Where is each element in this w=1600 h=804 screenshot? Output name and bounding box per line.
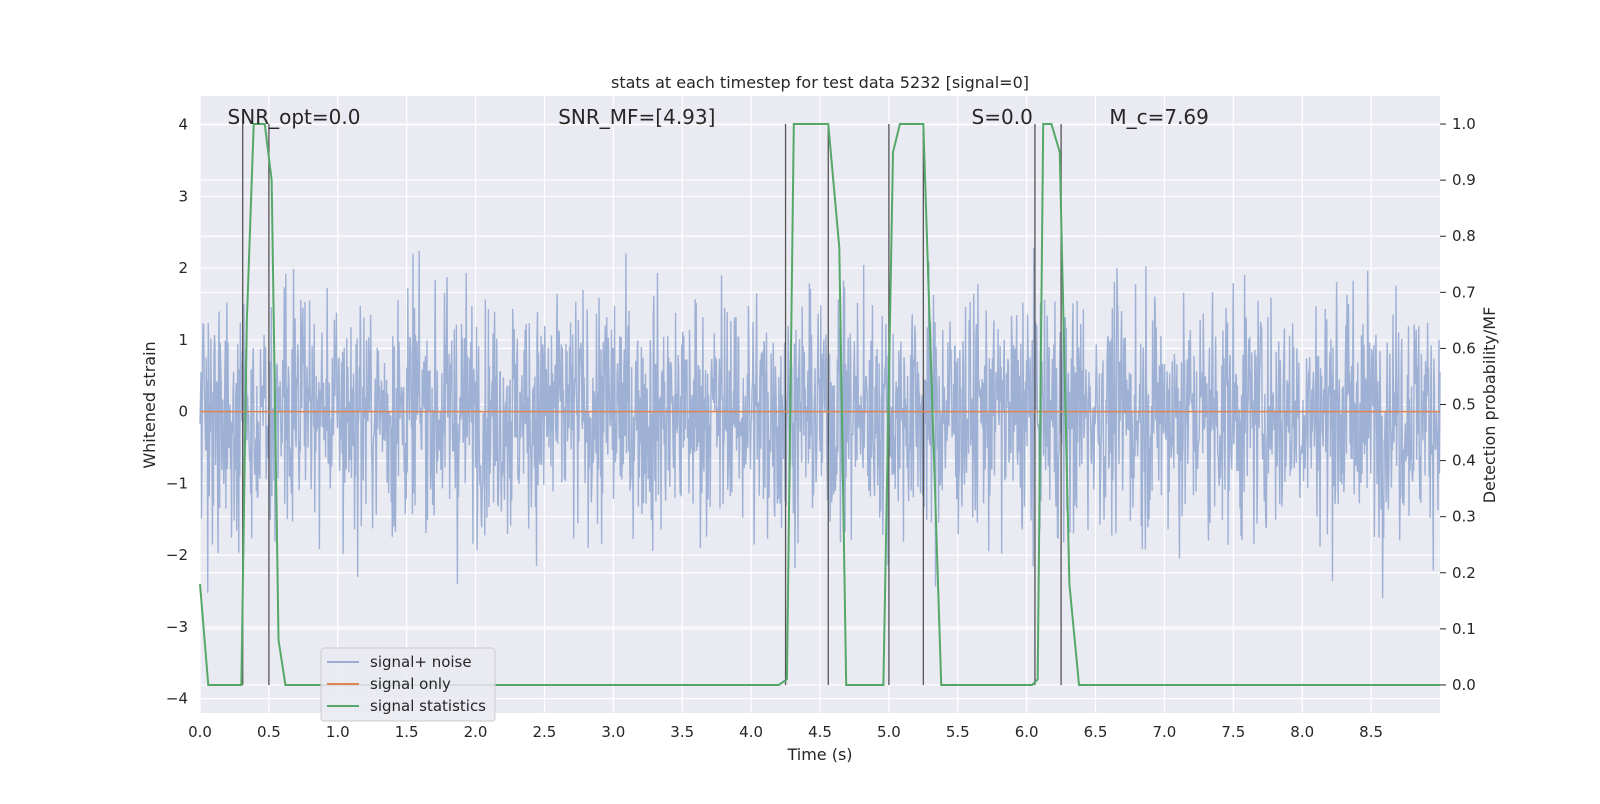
y2-tick-label-2: 0.8 xyxy=(1452,227,1476,245)
annotation-1: SNR_MF=[4.93] xyxy=(558,105,715,129)
series-signal-noise xyxy=(199,247,1441,599)
y2-tick-label-0: 1.0 xyxy=(1452,115,1476,133)
legend: signal+ noise signal only signal statist… xyxy=(320,647,496,722)
statistics-line xyxy=(199,123,1440,686)
x-tick-label-16: 8.0 xyxy=(1290,723,1314,741)
y-tick-label-7: −3 xyxy=(166,618,188,636)
y2-tick-label-7: 0.3 xyxy=(1452,508,1476,526)
y2-tick-label-3: 0.7 xyxy=(1452,283,1476,301)
y2-axis-ticks: 1.0 0.9 0.8 0.7 0.6 0.5 0.4 0.3 0.2 0.1 0.0 xyxy=(1440,115,1476,694)
x-tick-label-1: 0.5 xyxy=(257,723,281,741)
y2-tick-label-10: 0.0 xyxy=(1452,676,1476,694)
noise-line xyxy=(199,247,1441,599)
annotations: SNR_opt=0.0 SNR_MF=[4.93] S=0.0 M_c=7.69 xyxy=(228,105,1209,129)
x-tick-label-5: 2.5 xyxy=(533,723,557,741)
y-tick-label-3: 1 xyxy=(178,331,188,349)
x-tick-label-3: 1.5 xyxy=(395,723,419,741)
legend-label-signal-statistics: signal statistics xyxy=(370,697,486,715)
x-tick-label-14: 7.0 xyxy=(1153,723,1177,741)
x-tick-label-11: 5.5 xyxy=(946,723,970,741)
y-axis-label: Whitened strain xyxy=(140,341,159,468)
x-axis-ticks: 0.0 0.5 1.0 1.5 2.0 2.5 3.0 3.5 4.0 4.5 5.0 5.5 6.0 6… xyxy=(188,723,1383,741)
x-axis-label: Time (s) xyxy=(786,745,852,764)
series-signal-statistics xyxy=(199,123,1440,686)
chart-title: stats at each timestep for test data 523… xyxy=(611,73,1029,92)
legend-box xyxy=(320,647,496,722)
annotation-0: SNR_opt=0.0 xyxy=(228,105,361,129)
x-tick-label-0: 0.0 xyxy=(188,723,212,741)
x-tick-label-4: 2.0 xyxy=(464,723,488,741)
x-tick-label-17: 8.5 xyxy=(1359,723,1383,741)
annotation-3: M_c=7.69 xyxy=(1109,105,1209,129)
y-tick-label-1: 3 xyxy=(178,187,188,205)
y-tick-label-2: 2 xyxy=(178,259,188,277)
y2-axis-label: Detection probability/MF xyxy=(1480,307,1499,504)
x-tick-label-13: 6.5 xyxy=(1084,723,1108,741)
x-tick-label-12: 6.0 xyxy=(1015,723,1039,741)
x-tick-label-6: 3.0 xyxy=(601,723,625,741)
y2-tick-label-8: 0.2 xyxy=(1452,564,1476,582)
y-tick-label-8: −4 xyxy=(166,690,188,708)
annotation-2: S=0.0 xyxy=(972,105,1033,129)
y-tick-label-6: −2 xyxy=(166,546,188,564)
x-tick-label-7: 3.5 xyxy=(670,723,694,741)
y2-tick-label-9: 0.1 xyxy=(1452,620,1476,638)
y2-tick-label-1: 0.9 xyxy=(1452,171,1476,189)
y2-tick-label-6: 0.4 xyxy=(1452,452,1476,470)
y2-tick-label-4: 0.6 xyxy=(1452,339,1476,357)
x-tick-label-15: 7.5 xyxy=(1221,723,1245,741)
y-tick-label-4: 0 xyxy=(178,403,188,421)
legend-label-signal-only: signal only xyxy=(370,675,451,693)
x-tick-label-9: 4.5 xyxy=(808,723,832,741)
x-tick-label-8: 4.0 xyxy=(739,723,763,741)
y2-tick-label-5: 0.5 xyxy=(1452,396,1476,414)
legend-label-signal-noise: signal+ noise xyxy=(370,653,472,671)
x-tick-label-2: 1.0 xyxy=(326,723,350,741)
x-tick-label-10: 5.0 xyxy=(877,723,901,741)
y-tick-label-0: 4 xyxy=(178,116,188,134)
y-tick-label-5: −1 xyxy=(166,474,188,492)
y-axis-ticks: 4 3 2 1 0 −1 −2 −3 −4 xyxy=(166,116,188,708)
